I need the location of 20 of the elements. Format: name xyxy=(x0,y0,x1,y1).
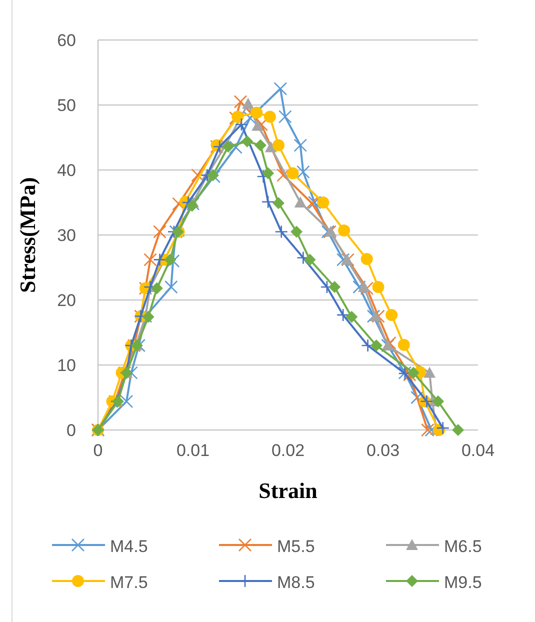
legend-label: M8.5 xyxy=(277,573,315,592)
y-tick-label: 30 xyxy=(57,226,76,245)
x-tick-label: 0.02 xyxy=(271,441,305,460)
legend-label: M7.5 xyxy=(110,573,148,592)
y-axis-title: Stress(MPa) xyxy=(15,177,40,293)
y-tick-label: 50 xyxy=(57,96,76,115)
y-tick-label: 0 xyxy=(66,421,76,440)
y-tick-label: 10 xyxy=(57,356,76,375)
x-axis-title: Strain xyxy=(258,478,318,503)
y-tick-label: 60 xyxy=(57,31,76,50)
legend-label: M9.5 xyxy=(444,573,482,592)
y-tick-label: 20 xyxy=(57,291,76,310)
legend-label: M4.5 xyxy=(110,537,148,556)
y-tick-label: 40 xyxy=(57,161,76,180)
legend-label: M5.5 xyxy=(277,537,315,556)
x-tick-label: 0.01 xyxy=(176,441,210,460)
legend-label: M6.5 xyxy=(444,537,482,556)
x-tick-label: 0 xyxy=(93,441,103,460)
x-tick-label: 0.04 xyxy=(461,441,495,460)
x-tick-label: 0.03 xyxy=(366,441,400,460)
